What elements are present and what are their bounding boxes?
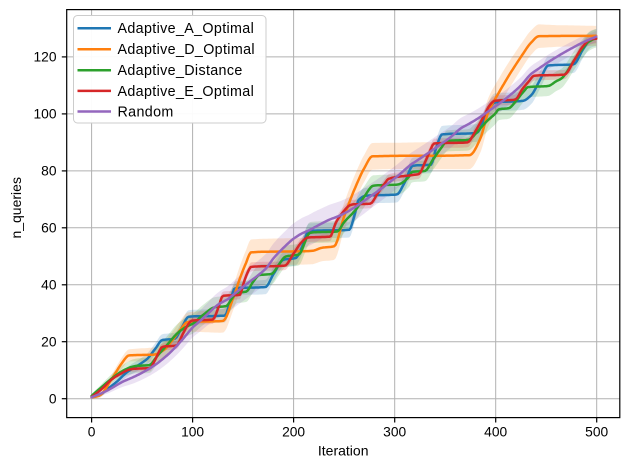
svg-text:400: 400	[484, 425, 507, 440]
svg-text:500: 500	[585, 425, 608, 440]
svg-text:80: 80	[41, 164, 57, 179]
svg-text:120: 120	[33, 50, 56, 65]
svg-text:60: 60	[41, 221, 57, 236]
svg-text:Adaptive_D_Optimal: Adaptive_D_Optimal	[118, 42, 255, 58]
svg-text:300: 300	[383, 425, 406, 440]
svg-text:100: 100	[181, 425, 204, 440]
svg-text:20: 20	[41, 335, 57, 350]
svg-text:Iteration: Iteration	[318, 443, 369, 459]
svg-text:40: 40	[41, 278, 57, 293]
svg-text:n_queries: n_queries	[8, 177, 24, 239]
svg-text:Adaptive_E_Optimal: Adaptive_E_Optimal	[118, 84, 255, 100]
svg-text:0: 0	[88, 425, 96, 440]
svg-text:Adaptive_A_Optimal: Adaptive_A_Optimal	[118, 21, 255, 37]
svg-text:Adaptive_Distance: Adaptive_Distance	[118, 63, 243, 79]
svg-text:0: 0	[49, 392, 57, 407]
svg-text:Random: Random	[118, 104, 174, 120]
svg-text:200: 200	[282, 425, 305, 440]
svg-text:100: 100	[33, 107, 56, 122]
